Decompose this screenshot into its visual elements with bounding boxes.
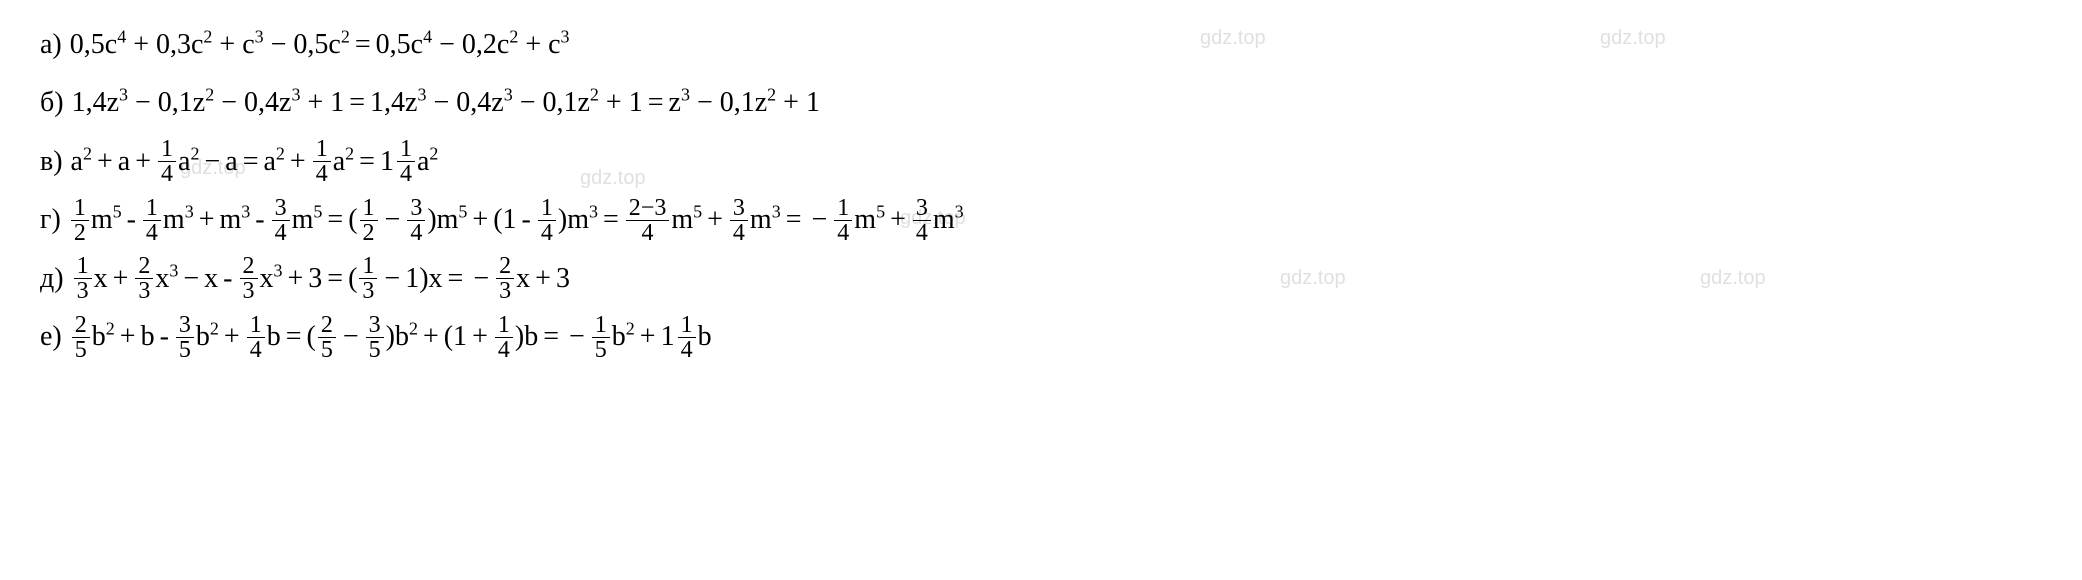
frac: 23 [135, 254, 153, 303]
expr-e: 25 b2 + b - 35 b2 + 14 b = ( 25 − 35 ) b… [70, 312, 712, 362]
frac: 14 [143, 196, 161, 245]
frac: 34 [407, 196, 425, 245]
frac: 35 [366, 313, 384, 362]
label-e: е) [40, 312, 62, 362]
frac: 14 [495, 313, 513, 362]
frac: 14 [538, 196, 556, 245]
label-g: г) [40, 195, 61, 245]
frac: 23 [496, 254, 514, 303]
line-a: а) 0,5c4 + 0,3c2 + c3 − 0,5c2 = 0,5c4 − … [40, 20, 2042, 70]
frac: 12 [71, 196, 89, 245]
frac: 34 [730, 196, 748, 245]
expr-b: 1,4z3 − 0,1z2 − 0,4z3 + 1 = 1,4z3 − 0,4z… [72, 78, 820, 128]
frac: 25 [72, 313, 90, 362]
mixed-fraction: 1 14 [661, 312, 698, 362]
line-b: б) 1,4z3 − 0,1z2 − 0,4z3 + 1 = 1,4z3 − 0… [40, 78, 2042, 128]
expr-a: 0,5c4 + 0,3c2 + c3 − 0,5c2 = 0,5c4 − 0,2… [70, 20, 570, 70]
label-v: в) [40, 137, 63, 187]
frac: 14 [834, 196, 852, 245]
frac: 14 [313, 137, 331, 186]
label-a: а) [40, 20, 62, 70]
frac: 34 [272, 196, 290, 245]
frac: 13 [359, 254, 377, 303]
expr-v: a2 + a + 14 a2 − a = a2 + 14 a2 = 1 14 a… [71, 137, 439, 187]
frac: 13 [74, 254, 92, 303]
frac: 2−34 [626, 196, 670, 245]
frac: 12 [360, 196, 378, 245]
label-b: б) [40, 78, 64, 128]
mixed-fraction: 1 14 [380, 137, 417, 187]
frac: 34 [913, 196, 931, 245]
line-v: в) a2 + a + 14 a2 − a = a2 + 14 a2 = 1 1… [40, 137, 2042, 187]
line-e: е) 25 b2 + b - 35 b2 + 14 b = ( 25 − 35 … [40, 312, 2042, 362]
line-d: д) 13 x + 23 x3 − x - 23 x3 + 3 = ( 13 −… [40, 254, 2042, 304]
frac: 35 [176, 313, 194, 362]
frac: 25 [318, 313, 336, 362]
frac: 23 [240, 254, 258, 303]
frac: 14 [247, 313, 265, 362]
frac: 14 [158, 137, 176, 186]
frac: 15 [592, 313, 610, 362]
line-g: г) 12 m5 - 14 m3 + m3 - 34 m5 = ( 12 − 3… [40, 195, 2042, 245]
label-d: д) [40, 254, 64, 304]
expr-g: 12 m5 - 14 m3 + m3 - 34 m5 = ( 12 − 34 )… [69, 195, 964, 245]
expr-d: 13 x + 23 x3 − x - 23 x3 + 3 = ( 13 − 1)… [72, 254, 570, 304]
